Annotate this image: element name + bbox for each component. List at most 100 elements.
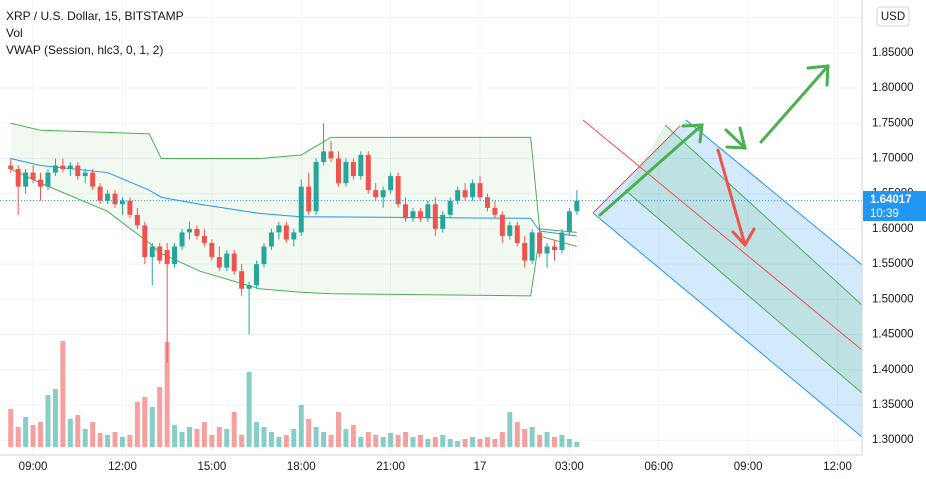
volume-bar [52, 389, 58, 447]
x-tick-label: 18:00 [287, 461, 316, 473]
arrow-head [806, 64, 830, 87]
candle-body [335, 158, 341, 184]
volume-bar [142, 397, 148, 447]
volume-bar [23, 417, 29, 447]
volume-bar [537, 435, 543, 447]
volume-bar [395, 435, 401, 447]
candle-body [313, 161, 319, 212]
volume-bar [246, 372, 252, 447]
candle-body [455, 190, 461, 201]
volume-bar [231, 412, 237, 447]
volume-bar [552, 437, 558, 447]
y-tick-label: 1.60000 [872, 223, 914, 235]
volume-bar [187, 427, 193, 447]
volume-bar [60, 341, 66, 447]
channel-line [664, 124, 863, 306]
candle-body [164, 250, 170, 265]
candle-body [97, 186, 103, 201]
volume-bar [254, 422, 260, 447]
candle-body [216, 257, 222, 268]
volume-bar [298, 405, 304, 447]
candle-body [187, 228, 193, 233]
candle-body [447, 200, 453, 215]
candle-body [105, 193, 111, 201]
arrow-head [725, 126, 747, 150]
candle-body [201, 235, 207, 243]
last-price-box [863, 191, 926, 221]
volume-bar [574, 442, 580, 447]
candle-body [514, 225, 520, 243]
candle-body [343, 161, 349, 184]
volume-bar [82, 429, 88, 447]
y-tick-label: 1.70000 [872, 153, 914, 165]
volume-bar [410, 437, 416, 447]
plot [0, 122, 862, 447]
volume-bar [343, 429, 349, 447]
candle-body [60, 165, 66, 170]
grid [0, 0, 862, 455]
candle-body [432, 204, 438, 229]
candle-body [417, 211, 423, 219]
arrows [598, 64, 830, 217]
volume-bar [529, 427, 535, 447]
y-tick-label: 1.85000 [872, 47, 914, 59]
candle-body [529, 232, 535, 261]
x-tick-label: 15:00 [197, 461, 226, 473]
volume-bar [507, 412, 513, 447]
volume-bar [388, 433, 394, 447]
vwap-line [10, 157, 577, 237]
x-tick-label: 06:00 [644, 461, 673, 473]
y-tick-label: 1.30000 [872, 434, 914, 446]
candle-body [283, 225, 289, 240]
volume-bar [291, 429, 297, 447]
candle-body [112, 193, 118, 205]
channel-line [624, 189, 863, 394]
volume-bar [335, 412, 341, 447]
arrow [759, 64, 830, 144]
volume-bar [559, 435, 565, 447]
chart-title: XRP / U.S. Dollar, 15, BITSTAMP [6, 9, 184, 23]
candle-body [119, 200, 125, 205]
volume-bar [15, 427, 21, 447]
x-tick-label: 17 [474, 461, 487, 473]
arrow-head [681, 123, 704, 144]
channel-fill [593, 120, 862, 437]
volume-bar [358, 437, 364, 447]
candle-body [149, 246, 155, 258]
x-tick-label: 03:00 [555, 461, 584, 473]
candle-body [499, 214, 505, 236]
candle-body [23, 172, 29, 187]
candle-body [261, 246, 267, 265]
volume-bar [380, 437, 386, 447]
candle-body [67, 165, 73, 170]
volume-bar [276, 437, 282, 447]
volume-bar [492, 439, 498, 447]
indicator-label: VWAP (Session, hlc3, 0, 1, 2) [6, 43, 163, 57]
candle-body [239, 271, 245, 289]
volume-bar [417, 435, 423, 447]
volume-bar [365, 432, 371, 447]
candle-body [82, 172, 88, 177]
candle-body [134, 214, 140, 226]
volume-bar [566, 439, 572, 447]
volume-bar [350, 425, 356, 447]
volume-bar [8, 409, 14, 447]
candle-body [30, 172, 36, 180]
candle-body [254, 264, 260, 286]
arrow [598, 123, 704, 217]
volume-bar [499, 432, 505, 447]
arrow [716, 148, 747, 247]
candle-body [484, 197, 490, 208]
y-tick-label: 1.55000 [872, 258, 914, 270]
currency-box [876, 6, 910, 27]
volume-bar [112, 432, 118, 447]
countdown: 10:39 [870, 208, 899, 220]
candle-body [38, 179, 44, 187]
volume-label: Vol [6, 26, 23, 40]
candle-body [157, 246, 163, 261]
volume-bar [75, 415, 81, 447]
arrow [724, 128, 747, 150]
candle-body [380, 190, 386, 198]
candle-body [127, 200, 133, 215]
